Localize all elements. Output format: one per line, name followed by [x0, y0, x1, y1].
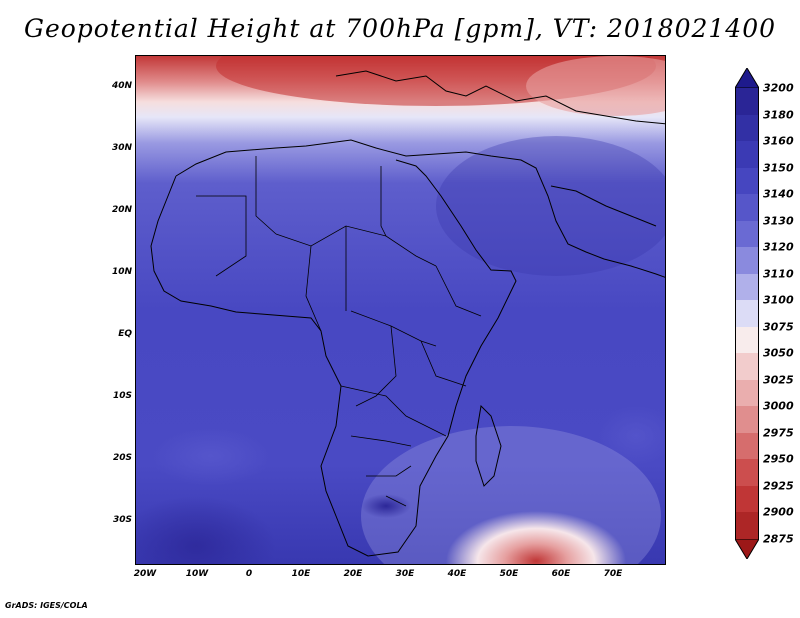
lat-label-20s: 20S: [112, 453, 132, 463]
colorbar-band: [735, 167, 759, 194]
colorbar-band: [735, 300, 759, 327]
lat-label-20n: 20N: [111, 205, 132, 215]
colorbar-band: [735, 88, 759, 115]
colorbar-band: [735, 220, 759, 247]
lat-label-10s: 10S: [112, 391, 132, 401]
colorbar-level-label: 3025: [763, 373, 794, 386]
geopotential-field: [136, 56, 665, 564]
lon-label-40e: 40E: [447, 569, 467, 579]
lon-label-20w: 20W: [133, 569, 157, 579]
colorbar-level-label: 3180: [763, 108, 794, 121]
lat-label-30n: 30N: [111, 143, 132, 153]
lat-label-30s: 30S: [112, 515, 132, 525]
colorbar-bottom-arrow: [735, 538, 759, 559]
colorbar-level-label: 3140: [763, 187, 794, 201]
colorbar-band: [735, 459, 759, 486]
colorbar-band: [735, 406, 759, 433]
colorbar-band: [735, 194, 759, 221]
colorbar-level-label: 3150: [763, 161, 794, 174]
colorbar-level-label: 3050: [763, 346, 794, 360]
colorbar-band: [735, 247, 759, 274]
lon-label-50e: 50E: [499, 569, 519, 579]
colorbar-band: [735, 114, 759, 141]
lon-label-60e: 60E: [551, 569, 571, 579]
colorbar-band: [735, 326, 759, 353]
colorbar-band: [735, 273, 759, 300]
colorbar-level-label: 2950: [763, 452, 794, 466]
lon-label-10w: 10W: [185, 569, 209, 579]
lat-label-eq: EQ: [118, 329, 132, 339]
colorbar-level-label: 2900: [763, 505, 794, 519]
colorbar: 3200 3180 3160 3150 3140 3130 3120 3110 3100 3075…: [727, 68, 794, 560]
colorbar-level-label: 2975: [763, 426, 794, 439]
colorbar-top-arrow: [735, 68, 759, 88]
lon-label-10e: 10E: [291, 569, 311, 579]
footer-credit: GrADS: IGES/COLA: [5, 601, 88, 610]
colorbar-level-label: 3200: [763, 81, 794, 95]
colorbar-level-label: 3100: [763, 293, 794, 307]
lon-label-0: 0: [245, 569, 253, 579]
coastlines: [150, 70, 665, 557]
colorbar-band: [735, 353, 759, 380]
colorbar-level-label: 3130: [763, 214, 794, 227]
colorbar-level-label: 3075: [763, 320, 794, 333]
lat-label-40n: 40N: [111, 81, 132, 91]
map-title: Geopotential Height at 700hPa [gpm], VT:…: [23, 14, 777, 43]
lon-label-20e: 20E: [343, 569, 363, 579]
colorbar-band: [735, 485, 759, 512]
colorbar-band: [735, 141, 759, 168]
colorbar-band: [735, 512, 759, 539]
colorbar-level-label: 3120: [763, 240, 794, 254]
lat-label-10n: 10N: [111, 267, 132, 277]
colorbar-level-label: 2875: [763, 532, 794, 545]
colorbar-band: [735, 379, 759, 406]
country-borders: [196, 156, 482, 507]
lon-label-70e: 70E: [603, 569, 623, 579]
colorbar-level-label: 2925: [763, 479, 794, 492]
lon-label-30e: 30E: [395, 569, 415, 579]
colorbar-band: [735, 432, 759, 459]
colorbar-level-label: 3110: [763, 267, 794, 280]
colorbar-level-label: 3000: [763, 399, 794, 413]
colorbar-level-label: 3160: [763, 134, 794, 148]
map-panel: [135, 55, 666, 565]
